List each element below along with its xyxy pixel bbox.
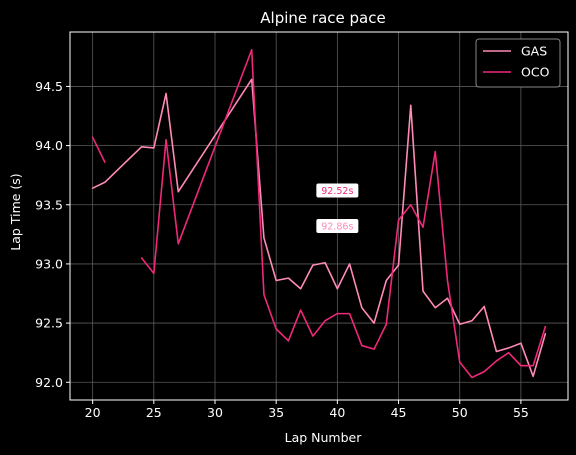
- annotation-label: 92.86s: [321, 222, 353, 233]
- x-tick-label: 20: [85, 405, 101, 420]
- series-layer: [91, 48, 547, 379]
- legend-label-gas: GAS: [521, 44, 547, 59]
- x-axis-label: Lap Number: [285, 430, 363, 445]
- series-line-gas: [91, 78, 547, 378]
- annotation-label: 92.52s: [321, 186, 353, 197]
- y-axis-label: Lap Time (s): [8, 173, 23, 250]
- y-tick-label: 92.0: [35, 375, 63, 390]
- x-tick-label: 45: [391, 405, 407, 420]
- legend-box: [475, 38, 561, 88]
- axis-ticks: 20 25 30 35 40 45 50 55 92.0 92.5 93.0 93.5 94.0 94.5: [35, 79, 529, 420]
- x-tick-label: 35: [268, 405, 284, 420]
- annotations: 92.52s 92.86s: [316, 183, 359, 234]
- annotation-box: [316, 183, 359, 198]
- y-tick-label: 94.5: [35, 79, 63, 94]
- x-tick-label: 55: [513, 405, 529, 420]
- legend-label-oco: OCO: [521, 65, 550, 80]
- x-tick-label: 25: [146, 405, 162, 420]
- y-tick-label: 93.0: [35, 256, 63, 271]
- y-tick-label: 92.5: [35, 316, 63, 331]
- x-tick-label: 40: [329, 405, 345, 420]
- x-tick-label: 50: [452, 405, 468, 420]
- y-tick-label: 94.0: [35, 138, 63, 153]
- annotation-box: [316, 219, 359, 234]
- chart-title: Alpine race pace: [260, 9, 385, 27]
- series-line-oco: [91, 48, 547, 379]
- x-tick-label: 30: [207, 405, 223, 420]
- legend: GAS OCO: [475, 38, 561, 88]
- y-tick-label: 93.5: [35, 197, 63, 212]
- plot-frame: [69, 31, 569, 401]
